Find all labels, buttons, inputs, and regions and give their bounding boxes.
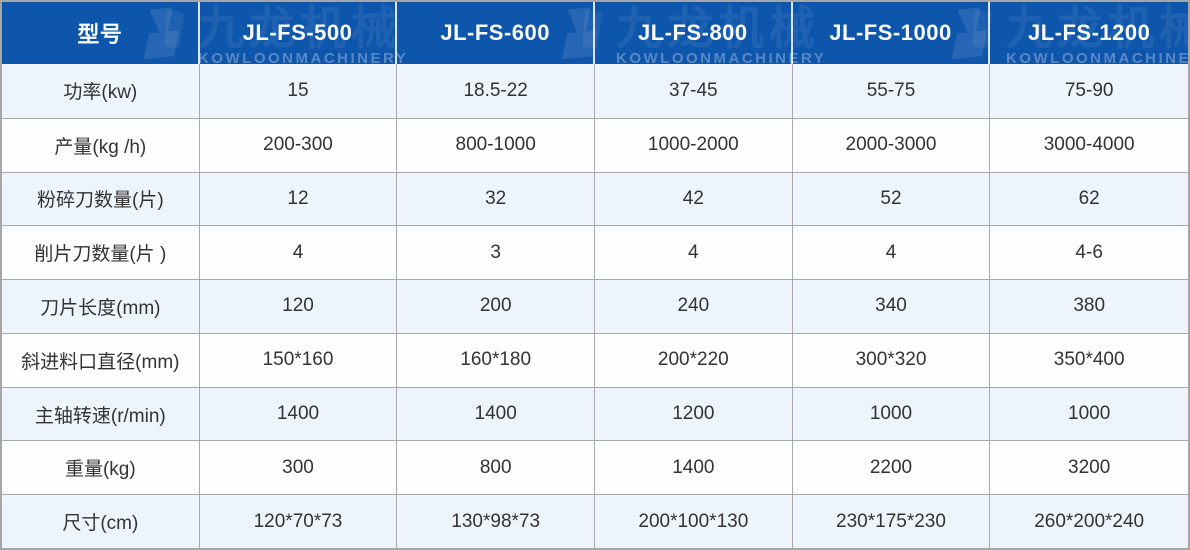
table-row: 功率(kw) 15 18.5-22 37-45 55-75 75-90 [2,64,1188,118]
table-row: 粉碎刀数量(片) 12 32 42 52 62 [2,171,1188,226]
spec-value: 15 [200,64,398,118]
row-label: 重量(kg) [2,441,200,495]
header-cell-jl-fs-1200: JL-FS-1200 [1027,20,1151,45]
spec-value: 1000 [1068,403,1111,425]
spec-value: 240 [595,280,793,333]
header-cell-jl-fs-800: JL-FS-800 [595,2,793,64]
spec-value: 37-45 [595,64,793,118]
table-row: 削片刀数量(片 ) 4 3 4 4 4-6 [2,225,1188,280]
row-label: 刀片长度(mm) [2,280,200,333]
spec-value: 1400 [595,441,793,495]
table-row: 刀片长度(mm) 120 200 240 340 380 [2,279,1188,333]
table-row: 主轴转速(r/min) 1400 1400 1200 1000 1000 [2,386,1188,441]
header-cell-jl-fs-500: JL-FS-500 [200,2,398,64]
spec-value: 230*175*230 [793,495,991,548]
spec-value: 1200 [595,387,793,441]
row-label: 主轴转速(r/min) [2,387,200,441]
header-cell-jl-fs-600: JL-FS-600 [397,2,595,64]
spec-value: 1000-2000 [595,118,793,172]
header-cell-model: 型号 [2,2,200,64]
spec-value: 200*100*130 [595,495,793,548]
spec-value: 800-1000 [397,118,595,172]
spec-value: 200*220 [595,333,793,387]
spec-value: 2000-3000 [793,118,991,172]
spec-value: 62 [1078,187,1100,209]
row-label: 斜进料口直径(mm) [2,333,200,387]
spec-value: 200 [397,280,595,333]
table-row: 重量(kg) 300 800 1400 2200 3200 [2,440,1188,495]
spec-value: 55-75 [793,64,991,118]
spec-value: 800 [397,441,595,495]
spec-value: 1400 [397,387,595,441]
spec-value: 380 [1073,295,1106,317]
spec-value: 300 [200,441,398,495]
spec-value: 340 [793,280,991,333]
row-label: 尺寸(cm) [2,495,200,548]
spec-value: 4 [595,226,793,280]
spec-value: 130*98*73 [397,495,595,548]
header-cell-jl-fs-1000: JL-FS-1000 [793,2,991,64]
spec-value: 12 [200,172,398,226]
spec-value: 2200 [793,441,991,495]
spec-value: 4-6 [1075,241,1103,263]
table-body: 功率(kw) 15 18.5-22 37-45 55-75 75-90 产量(kg /h) 2… [2,64,1188,548]
spec-value: 3 [397,226,595,280]
table-row: 斜进料口直径(mm) 150*160 160*180 200*220 300*320 35… [2,332,1188,387]
spec-value: 350*400 [1053,349,1125,371]
table-row: 尺寸(cm) 120*70*73 130*98*73 200*100*130 230*1… [2,494,1188,548]
spec-value: 3000-4000 [1043,134,1135,156]
spec-value: 18.5-22 [397,64,595,118]
table-row: 产量(kg /h) 200-300 800-1000 1000-2000 2000-30… [2,117,1188,172]
row-label: 削片刀数量(片 ) [2,226,200,280]
row-label: 粉碎刀数量(片) [2,172,200,226]
spec-value: 3200 [1068,456,1111,478]
spec-value: 42 [595,172,793,226]
spec-value: 4 [200,226,398,280]
spec-value: 32 [397,172,595,226]
spec-value: 300*320 [793,333,991,387]
spec-value: 75-90 [1064,79,1114,101]
spec-value: 52 [793,172,991,226]
spec-value: 1000 [793,387,991,441]
spec-value: 120*70*73 [200,495,398,548]
row-label: 产量(kg /h) [2,118,200,172]
spec-value: 200-300 [200,118,398,172]
spec-value: 4 [793,226,991,280]
spec-value: 150*160 [200,333,398,387]
row-label: 功率(kw) [2,64,200,118]
spec-value: 260*200*240 [1034,510,1145,532]
spec-value: 1400 [200,387,398,441]
spec-value: 120 [200,280,398,333]
spec-value: 160*180 [397,333,595,387]
table-header-row: 九龙机械 KOWLOONMACHINERY 九龙机械 KOWLOONMACHIN… [2,2,1188,64]
